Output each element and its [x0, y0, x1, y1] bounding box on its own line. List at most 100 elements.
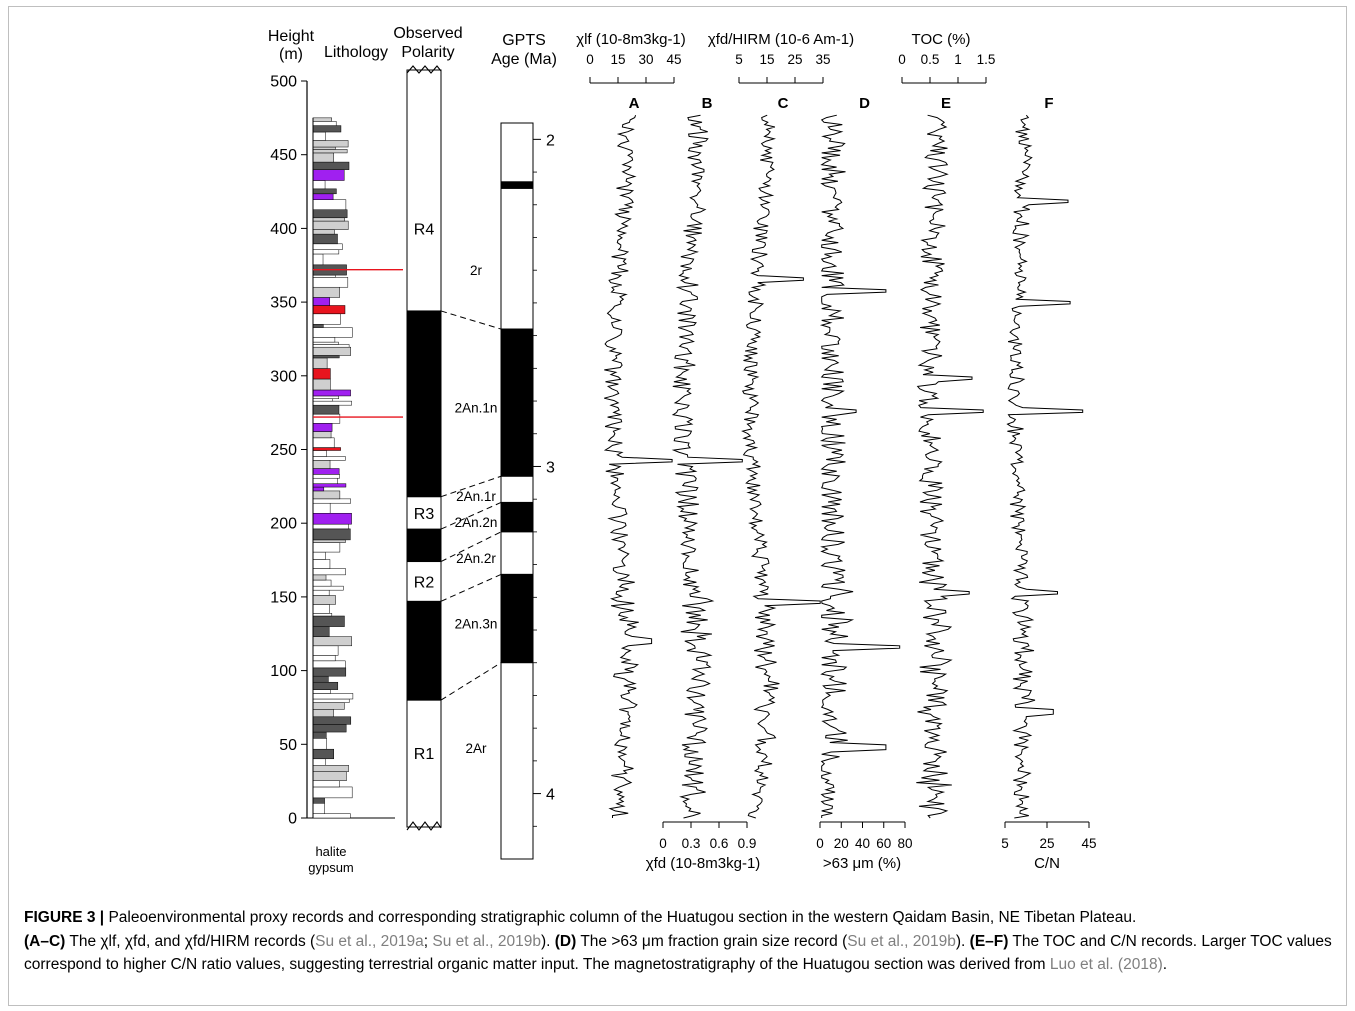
- correlation-line: [440, 531, 502, 562]
- height-tick-label: 100: [270, 663, 297, 680]
- lithology-bed: [312, 765, 349, 772]
- gpts-block: [500, 181, 534, 189]
- record-line-D: [819, 114, 901, 818]
- record-axis-tick-label: 0: [659, 836, 667, 851]
- record-axis-title-C: χfd/HIRM (10-6 Am-1): [708, 31, 854, 48]
- correlation-line: [440, 662, 502, 701]
- legend-gypsum: gypsum: [308, 860, 354, 875]
- gpts-block: [500, 662, 534, 860]
- caption-part1-label: (A–C): [24, 932, 66, 950]
- record-line-C: [741, 114, 821, 819]
- polarity-label-R3: R3: [414, 506, 435, 523]
- correlation-line: [440, 573, 502, 602]
- caption-ref-su-2019b-second[interactable]: Su et al., 2019b: [847, 932, 956, 950]
- caption-part3-text: The TOC and C/N records. Larger TOC valu…: [24, 932, 1332, 974]
- gpts-block: [500, 531, 534, 575]
- lithology-bed: [312, 456, 346, 461]
- gpts-title: GPTS: [502, 32, 546, 49]
- caption-part2-label: (D): [554, 932, 577, 950]
- lithology-bed: [312, 286, 340, 298]
- caption-part2-text-b: ).: [955, 932, 970, 950]
- lithology-bed: [312, 528, 351, 541]
- polarity-label-N2: N2: [414, 538, 435, 555]
- lithology-bed: [312, 689, 331, 694]
- record-axis-tick-label: 35: [815, 52, 830, 67]
- lithology-bed: [312, 585, 344, 591]
- record-axis-tick-label: 0: [586, 52, 594, 67]
- gpts-column: GPTS Age (Ma) 2 3 4 2r 2An.1n 2An.1r 2An.2n 2A…: [440, 32, 557, 860]
- gpts-unit: Age (Ma): [491, 51, 557, 68]
- lithology-bed: [312, 474, 340, 479]
- lithology-bed: [312, 344, 350, 348]
- lithology-bed: [312, 724, 347, 733]
- lithology-bed: [312, 771, 347, 781]
- lithology-bed: [312, 327, 353, 338]
- record-axis-title-D: >63 μm (%): [823, 855, 901, 872]
- record-F: F 5 25 45 C/N: [1001, 95, 1096, 872]
- gpts-block: [500, 328, 534, 477]
- lithology-bed: [312, 341, 339, 345]
- lithology-bed: [312, 523, 349, 530]
- lithology-bed: [312, 431, 332, 439]
- lithology-bed: [312, 346, 351, 356]
- record-label-F: F: [1044, 95, 1053, 112]
- gpts-blocks: [500, 122, 534, 860]
- lithology-bed: [312, 595, 336, 605]
- lithology-bed: [312, 460, 331, 469]
- height-tick-label: 50: [279, 737, 297, 754]
- halite-marker-lines: [313, 268, 403, 418]
- record-axis-title-A: χlf (10-8m3kg-1): [576, 31, 686, 48]
- lithology-bed: [312, 568, 346, 576]
- lithology-bed: [312, 579, 332, 587]
- chron-label: 2An.1r: [456, 489, 496, 504]
- chron-label: 2An.2n: [455, 515, 498, 530]
- gpts-tick-label: 2: [546, 132, 555, 149]
- caption-part3-label: (E–F): [969, 932, 1009, 950]
- polarity-zone-R2: [406, 561, 442, 602]
- lithology-bed: [312, 645, 339, 656]
- height-tick-label: 400: [270, 221, 297, 238]
- lithology-bed: [312, 161, 350, 170]
- caption-ref-luo-2018[interactable]: Luo et al. (2018): [1049, 956, 1163, 973]
- lithology-bed: [312, 702, 345, 710]
- record-label-E: E: [941, 95, 951, 112]
- lithology-bed: [312, 574, 327, 581]
- caption-ref-su-2019a[interactable]: Su et al., 2019a: [315, 932, 424, 950]
- lithology-bed: [312, 447, 341, 451]
- record-axis-tick-label: 1.5: [977, 52, 996, 67]
- lithology-bed: [312, 274, 336, 278]
- lithology-column: Lithology halite gypsum: [307, 44, 403, 875]
- lithology-bed: [312, 324, 324, 328]
- record-axis-tick-label: 25: [787, 52, 802, 67]
- lithology-bed: [312, 297, 331, 306]
- polarity-zone-N2: [406, 528, 442, 563]
- caption-intro: Paleoenvironmental proxy records and cor…: [104, 909, 1137, 926]
- height-tick-label: 350: [270, 295, 297, 312]
- lithology-bed: [312, 220, 349, 230]
- lithology-bed: [312, 655, 336, 662]
- lithology-bed: [312, 125, 342, 133]
- record-axis-tick-label: 45: [666, 52, 681, 67]
- lithology-bed: [312, 398, 334, 402]
- chron-label: 2r: [470, 263, 483, 278]
- polarity-zones: R1 N1 R2 N2 R3 N3 R4: [406, 69, 442, 828]
- caption-ref-su-2019b[interactable]: Su et al., 2019b: [432, 932, 541, 950]
- lithology-bed: [312, 551, 326, 560]
- lithology-bed: [312, 253, 324, 266]
- lithology-bed: [312, 780, 340, 788]
- record-line-A: [603, 115, 673, 818]
- record-axis-tick-label: 0.6: [710, 836, 729, 851]
- lithology-bed: [312, 667, 347, 677]
- height-tick-label: 150: [270, 589, 297, 606]
- caption-part1-text-b: ).: [540, 932, 555, 950]
- lithology-bed: [312, 277, 349, 288]
- height-ticks: 0 50 100 150 200 250 300 350 400 450 500: [270, 74, 307, 828]
- caption-end: .: [1162, 956, 1168, 973]
- lithology-bed: [312, 389, 351, 397]
- height-tick-label: 500: [270, 74, 297, 91]
- height-axis: Height (m) 0 50 100 150 200 250 300 350 400 450 50…: [268, 28, 315, 828]
- lithology-bed: [312, 249, 340, 255]
- polarity-label-N1: N1: [414, 644, 435, 661]
- polarity-label-R2: R2: [414, 574, 435, 591]
- lithology-bed: [312, 758, 327, 766]
